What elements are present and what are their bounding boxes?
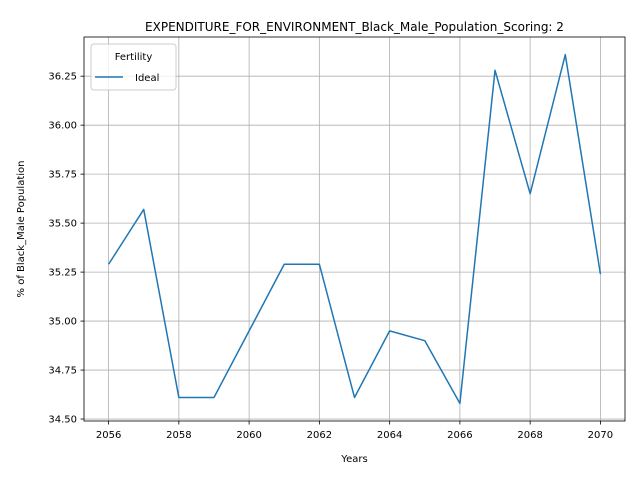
- x-tick-label: 2056: [96, 430, 121, 441]
- x-tick-label: 2058: [166, 430, 191, 441]
- y-tick-label: 35.50: [48, 219, 77, 230]
- x-axis-ticks: 2056 2058 2060 2062 2064 2066 2068 2070: [96, 421, 613, 441]
- x-axis-label: Years: [340, 454, 367, 465]
- series-lines: [107, 53, 602, 405]
- y-axis-label: % of Black_Male Population: [16, 161, 27, 298]
- series-line-ideal: [107, 53, 602, 405]
- y-tick-label: 34.50: [48, 415, 77, 426]
- plot-frame: [83, 36, 626, 422]
- legend-label-ideal: Ideal: [135, 73, 159, 84]
- y-tick-label: 35.00: [48, 317, 77, 328]
- chart-title: EXPENDITURE_FOR_ENVIRONMENT_Black_Male_P…: [145, 20, 564, 34]
- y-tick-label: 35.75: [48, 170, 77, 181]
- x-tick-label: 2070: [588, 430, 613, 441]
- x-tick-label: 2066: [447, 430, 472, 441]
- legend-box: [90, 43, 177, 91]
- x-tick-label: 2062: [307, 430, 332, 441]
- legend: Fertility Ideal: [90, 43, 177, 91]
- x-tick-label: 2060: [236, 430, 261, 441]
- y-tick-label: 35.25: [48, 268, 77, 279]
- y-tick-label: 34.75: [48, 366, 77, 377]
- legend-title: Fertility: [115, 52, 153, 63]
- y-axis-ticks: 34.50 34.75 35.00 35.25 35.50 35.75 36.00 36.25: [48, 72, 84, 426]
- x-tick-label: 2064: [377, 430, 402, 441]
- grid-lines: [84, 37, 625, 421]
- x-tick-label: 2068: [517, 430, 542, 441]
- y-tick-label: 36.25: [48, 72, 77, 83]
- y-tick-label: 36.00: [48, 121, 77, 132]
